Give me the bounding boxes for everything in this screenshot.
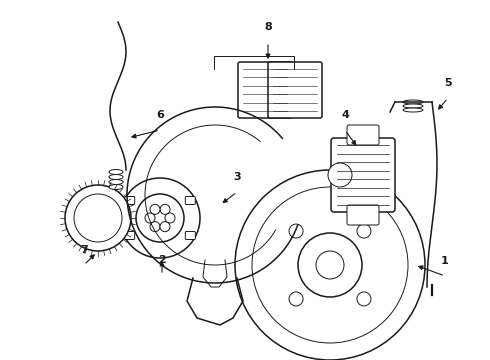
Circle shape [145, 213, 155, 223]
FancyBboxPatch shape [124, 197, 135, 204]
Circle shape [235, 170, 425, 360]
FancyBboxPatch shape [347, 125, 379, 145]
Text: 7: 7 [80, 245, 88, 255]
FancyBboxPatch shape [238, 62, 292, 118]
Circle shape [160, 222, 170, 232]
Text: 3: 3 [233, 172, 241, 182]
Ellipse shape [109, 170, 123, 175]
Ellipse shape [403, 104, 423, 108]
FancyBboxPatch shape [124, 231, 135, 239]
FancyBboxPatch shape [347, 205, 379, 225]
Circle shape [65, 185, 131, 251]
Circle shape [316, 251, 344, 279]
Circle shape [328, 163, 352, 187]
Circle shape [289, 292, 303, 306]
Ellipse shape [403, 100, 423, 104]
Circle shape [74, 194, 122, 242]
Circle shape [289, 224, 303, 238]
Circle shape [120, 178, 200, 258]
Circle shape [150, 204, 160, 214]
Text: 8: 8 [264, 22, 272, 32]
Ellipse shape [403, 108, 423, 112]
Circle shape [165, 213, 175, 223]
Ellipse shape [109, 184, 123, 189]
FancyBboxPatch shape [268, 62, 322, 118]
Text: 2: 2 [158, 255, 166, 265]
FancyBboxPatch shape [185, 197, 196, 204]
Circle shape [298, 233, 362, 297]
Text: 6: 6 [156, 110, 164, 120]
Text: 4: 4 [341, 110, 349, 120]
Circle shape [357, 292, 371, 306]
Circle shape [150, 222, 160, 232]
Text: 5: 5 [444, 78, 452, 88]
Text: 1: 1 [441, 256, 449, 266]
FancyBboxPatch shape [185, 231, 196, 239]
Circle shape [136, 194, 184, 242]
Ellipse shape [109, 180, 123, 184]
Circle shape [160, 204, 170, 214]
Ellipse shape [109, 175, 123, 180]
Circle shape [357, 224, 371, 238]
FancyBboxPatch shape [331, 138, 395, 212]
